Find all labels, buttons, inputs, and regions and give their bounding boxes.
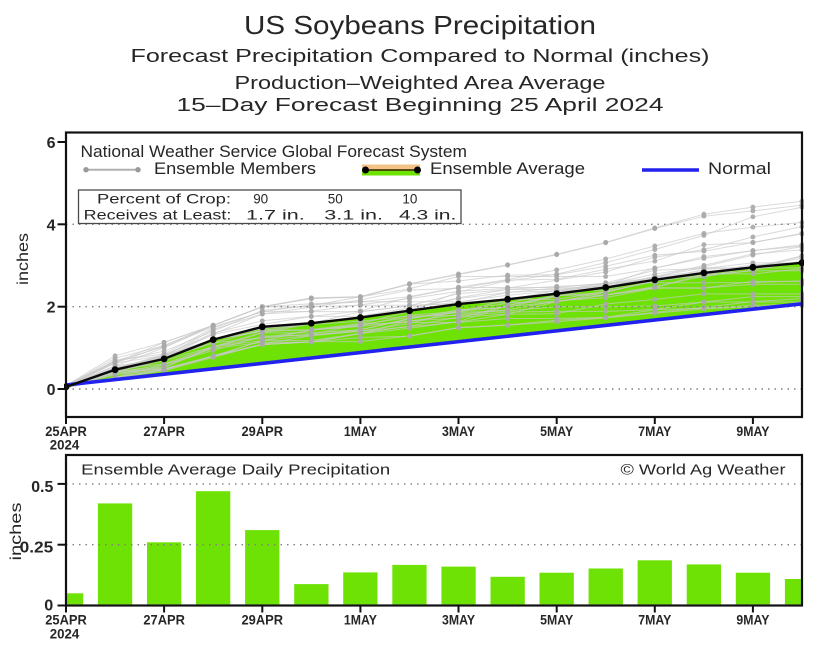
svg-text:Forecast Precipitation Compare: Forecast Precipitation Compared to Norma…: [131, 46, 710, 66]
svg-text:inches: inches: [8, 503, 25, 561]
svg-text:29APR: 29APR: [242, 612, 284, 628]
svg-text:Ensemble Average Daily Precipi: Ensemble Average Daily Precipitation: [81, 462, 390, 479]
svg-text:Production–Weighted Area Avera: Production–Weighted Area Average: [235, 73, 606, 93]
svg-text:25APR: 25APR: [45, 612, 87, 628]
svg-text:1.7 in.: 1.7 in.: [246, 207, 305, 223]
svg-text:National Weather Service Globa: National Weather Service Global Forecast…: [81, 142, 467, 161]
svg-text:90: 90: [253, 191, 268, 207]
svg-text:Normal: Normal: [708, 159, 771, 178]
svg-text:1MAY: 1MAY: [344, 612, 378, 628]
svg-text:25APR: 25APR: [45, 423, 87, 439]
svg-text:27APR: 27APR: [143, 612, 185, 628]
svg-text:US Soybeans Precipitation: US Soybeans Precipitation: [244, 10, 596, 40]
svg-text:4.3 in.: 4.3 in.: [399, 207, 456, 223]
svg-text:6: 6: [47, 135, 56, 152]
svg-text:7MAY: 7MAY: [638, 612, 672, 628]
svg-text:4: 4: [47, 217, 56, 234]
svg-text:2: 2: [47, 300, 56, 317]
svg-text:27APR: 27APR: [143, 423, 185, 439]
svg-text:3MAY: 3MAY: [442, 423, 476, 439]
svg-text:0.25: 0.25: [20, 540, 54, 557]
svg-text:2024: 2024: [50, 626, 80, 642]
svg-text:3.1 in.: 3.1 in.: [324, 207, 383, 223]
svg-text:29APR: 29APR: [242, 423, 284, 439]
svg-text:5MAY: 5MAY: [540, 423, 574, 439]
svg-text:15–Day Forecast Beginning 25 A: 15–Day Forecast Beginning 25 April 2024: [177, 95, 664, 115]
svg-text:Ensemble Average: Ensemble Average: [430, 159, 585, 178]
svg-text:© World Ag Weather: © World Ag Weather: [621, 462, 786, 479]
svg-text:2024: 2024: [50, 437, 80, 453]
svg-text:Percent of Crop:: Percent of Crop:: [97, 191, 231, 207]
svg-text:0.5: 0.5: [31, 479, 53, 496]
svg-text:0: 0: [47, 382, 56, 399]
svg-text:9MAY: 9MAY: [736, 612, 770, 628]
svg-text:Ensemble Members: Ensemble Members: [154, 159, 316, 178]
svg-text:1MAY: 1MAY: [344, 423, 378, 439]
svg-text:5MAY: 5MAY: [540, 612, 574, 628]
svg-text:9MAY: 9MAY: [736, 423, 770, 439]
svg-text:50: 50: [328, 191, 343, 207]
svg-text:0: 0: [44, 598, 53, 615]
svg-text:7MAY: 7MAY: [638, 423, 672, 439]
svg-text:inches: inches: [15, 233, 32, 285]
svg-text:Receives at Least:: Receives at Least:: [84, 207, 232, 223]
svg-text:10: 10: [402, 191, 417, 207]
svg-text:3MAY: 3MAY: [442, 612, 476, 628]
